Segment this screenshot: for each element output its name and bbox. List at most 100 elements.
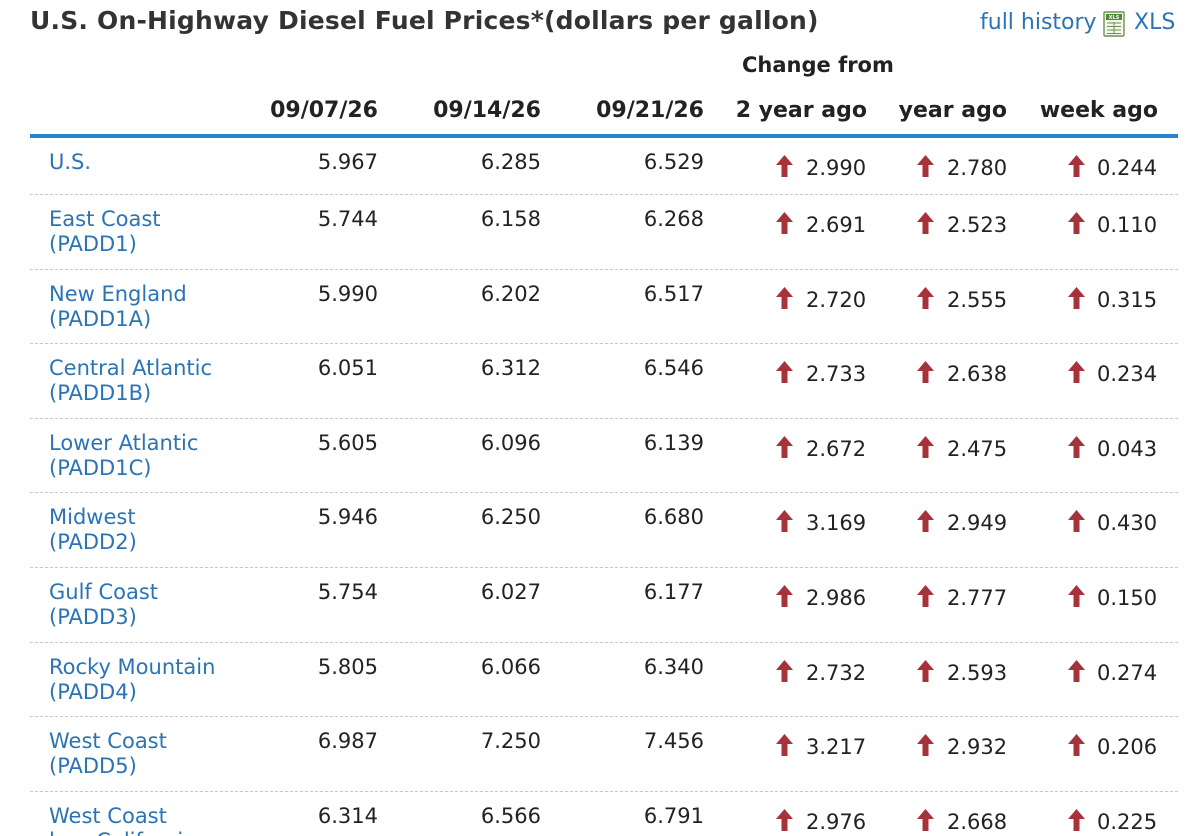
price-date-2: 6.566: [480, 804, 541, 828]
change-week-ago: 0.206: [1097, 735, 1158, 759]
arrow-up-icon: [917, 436, 934, 458]
spreadsheet-icon[interactable]: XLS: [1103, 11, 1125, 37]
change-week-ago: 0.244: [1097, 156, 1158, 180]
xls-link[interactable]: XLS: [1134, 10, 1176, 35]
table-row: Central Atlantic (PADD1B) 6.051 6.312 6.546 2…: [30, 344, 1178, 419]
region-link-east-coast[interactable]: East Coast (PADD1): [49, 207, 161, 257]
change-from-heading: Change from: [742, 53, 894, 77]
change-week-ago: 0.234: [1097, 362, 1158, 386]
change-2-year-ago: 2.986: [806, 586, 867, 610]
region-link-gulf-coast[interactable]: Gulf Coast (PADD3): [49, 580, 158, 630]
table-row: Gulf Coast (PADD3) 5.754 6.027 6.177 2.986 2.7…: [30, 568, 1178, 643]
change-week-ago: 0.315: [1097, 288, 1158, 312]
arrow-up-icon: [917, 510, 934, 532]
arrow-up-icon: [917, 155, 934, 177]
region-link-central-atlantic[interactable]: Central Atlantic (PADD1B): [49, 356, 212, 406]
change-year-ago: 2.949: [947, 511, 1008, 535]
arrow-up-icon: [1068, 585, 1085, 607]
region-link-rocky-mountain[interactable]: Rocky Mountain (PADD4): [49, 655, 215, 705]
change-2-year-ago: 2.990: [806, 156, 867, 180]
change-week-ago: 0.110: [1097, 213, 1158, 237]
header-divider: [30, 134, 1178, 138]
region-label-line: New England: [49, 282, 187, 306]
region-label-line: (PADD5): [49, 754, 137, 778]
arrow-up-icon: [776, 734, 793, 756]
region-link-new-england[interactable]: New England (PADD1A): [49, 282, 187, 332]
arrow-up-icon: [1068, 734, 1085, 756]
arrow-up-icon: [1068, 660, 1085, 682]
region-label-line: (PADD2): [49, 530, 137, 554]
price-date-1: 5.805: [317, 655, 378, 679]
price-date-3: 6.139: [643, 431, 704, 455]
arrow-up-icon: [776, 510, 793, 532]
table-row: West Coast (PADD5) 6.987 7.250 7.456 3.217 2.9…: [30, 717, 1178, 792]
region-label-line: (PADD1B): [49, 381, 152, 405]
full-history-link[interactable]: full history: [980, 10, 1097, 35]
arrow-up-icon: [1068, 212, 1085, 234]
arrow-up-icon: [776, 361, 793, 383]
region-label-line: West Coast: [49, 729, 167, 753]
region-label-line: Central Atlantic: [49, 356, 212, 380]
region-link-west-coast-less-california[interactable]: West Coastless California: [49, 804, 196, 836]
arrow-up-icon: [1068, 510, 1085, 532]
price-date-1: 5.990: [317, 282, 378, 306]
price-date-2: 6.312: [480, 356, 541, 380]
change-2-year-ago: 2.672: [806, 437, 867, 461]
arrow-up-icon: [1068, 287, 1085, 309]
change-year-ago: 2.593: [947, 661, 1008, 685]
region-link-midwest[interactable]: Midwest (PADD2): [49, 505, 137, 555]
arrow-up-icon: [917, 287, 934, 309]
arrow-up-icon: [1068, 809, 1085, 831]
price-date-2: 6.250: [480, 505, 541, 529]
table-row: West Coastless California 6.314 6.566 6.791…: [30, 792, 1178, 836]
arrow-up-icon: [1068, 361, 1085, 383]
price-date-3: 6.177: [643, 580, 704, 604]
price-date-1: 5.946: [317, 505, 378, 529]
column-header-date-2: 09/14/26: [433, 98, 541, 123]
arrow-up-icon: [917, 734, 934, 756]
region-label-line: (PADD1C): [49, 456, 152, 480]
change-2-year-ago: 3.169: [806, 511, 867, 535]
change-year-ago: 2.777: [947, 586, 1008, 610]
price-date-2: 7.250: [480, 729, 541, 753]
change-2-year-ago: 2.720: [806, 288, 867, 312]
change-week-ago: 0.225: [1097, 810, 1158, 834]
price-date-1: 6.051: [317, 356, 378, 380]
arrow-up-icon: [917, 585, 934, 607]
region-label-line: U.S.: [49, 150, 92, 174]
region-link-west-coast[interactable]: West Coast (PADD5): [49, 729, 167, 779]
region-label-line: East Coast: [49, 207, 161, 231]
region-label-line: (PADD4): [49, 680, 137, 704]
page-title: U.S. On-Highway Diesel Fuel Prices*(doll…: [30, 6, 819, 35]
change-year-ago: 2.932: [947, 735, 1008, 759]
price-date-1: 5.605: [317, 431, 378, 455]
price-date-1: 6.314: [317, 804, 378, 828]
region-label-line: (PADD1): [49, 232, 137, 256]
table-row: Midwest (PADD2) 5.946 6.250 6.680 3.169 2.949 0…: [30, 493, 1178, 568]
change-year-ago: 2.555: [947, 288, 1008, 312]
change-2-year-ago: 3.217: [806, 735, 867, 759]
table-row: U.S. 5.967 6.285 6.529 2.990 2.780 0.244: [30, 138, 1178, 195]
change-year-ago: 2.780: [947, 156, 1008, 180]
table-row: Rocky Mountain (PADD4) 5.805 6.066 6.340 2.73…: [30, 643, 1178, 717]
column-header-2-year-ago: 2 year ago: [735, 98, 867, 123]
change-week-ago: 0.043: [1097, 437, 1158, 461]
price-date-3: 6.517: [643, 282, 704, 306]
arrow-up-icon: [776, 809, 793, 831]
change-year-ago: 2.475: [947, 437, 1008, 461]
change-2-year-ago: 2.733: [806, 362, 867, 386]
column-header-date-3: 09/21/26: [596, 98, 704, 123]
region-link-us[interactable]: U.S.: [49, 150, 91, 175]
price-date-2: 6.096: [480, 431, 541, 455]
price-date-3: 6.340: [643, 655, 704, 679]
change-week-ago: 0.430: [1097, 511, 1158, 535]
region-label-line: Midwest: [49, 505, 136, 529]
region-link-lower-atlantic[interactable]: Lower Atlantic (PADD1C): [49, 431, 198, 481]
arrow-up-icon: [776, 287, 793, 309]
price-date-3: 6.546: [643, 356, 704, 380]
change-week-ago: 0.150: [1097, 586, 1158, 610]
price-date-2: 6.158: [480, 207, 541, 231]
price-date-2: 6.066: [480, 655, 541, 679]
price-date-1: 6.987: [317, 729, 378, 753]
region-label-line: West Coast: [49, 804, 167, 828]
